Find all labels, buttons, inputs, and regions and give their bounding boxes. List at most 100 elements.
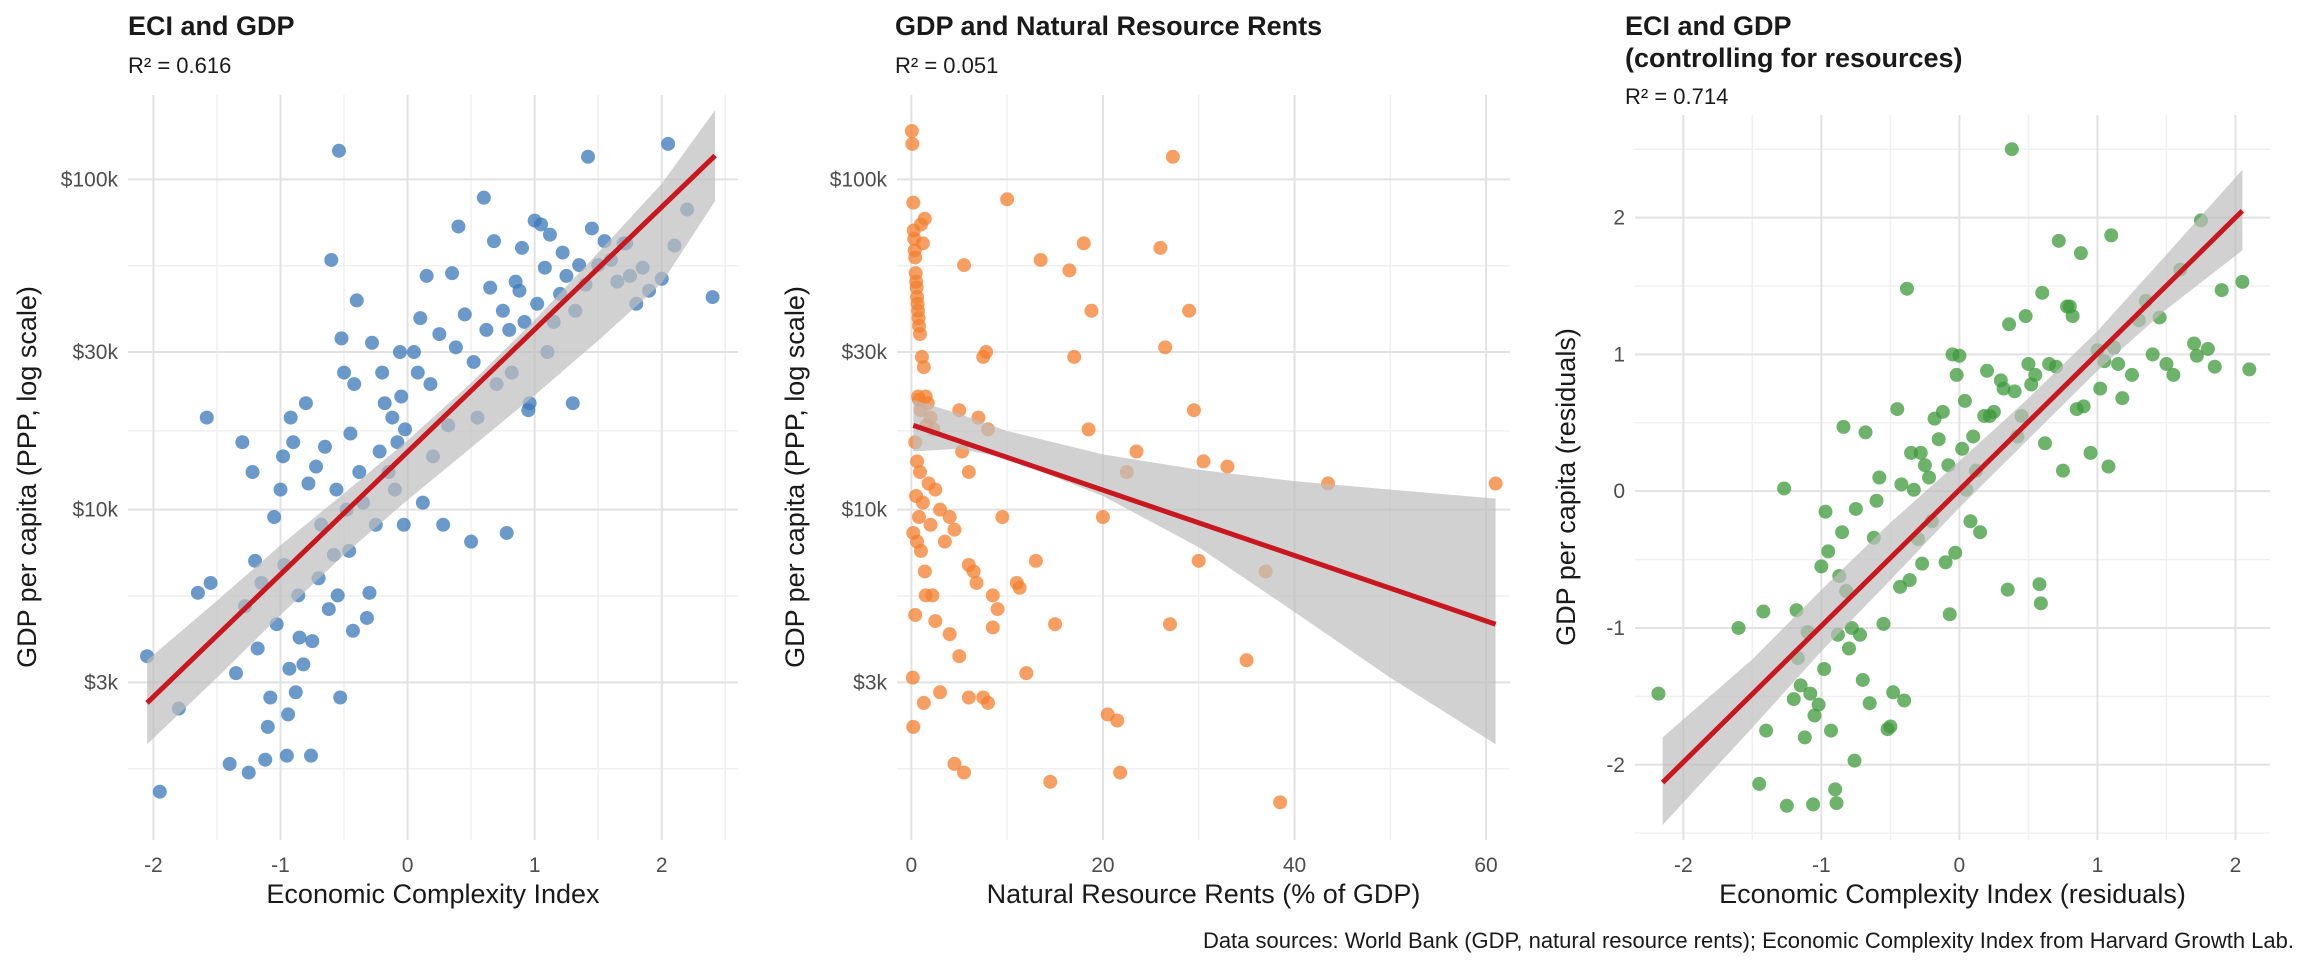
data-point: [979, 345, 994, 360]
data-point: [2214, 283, 2229, 298]
data-point: [203, 575, 218, 590]
data-point: [928, 482, 943, 497]
data-point: [957, 258, 972, 273]
data-point: [1012, 580, 1027, 595]
data-point: [1973, 525, 1988, 540]
data-point: [281, 707, 296, 722]
data-point: [705, 290, 720, 305]
chart-title: GDP and Natural Resource Rents: [895, 11, 1323, 41]
data-point: [1273, 795, 1288, 810]
data-point: [905, 136, 920, 151]
data-point: [333, 690, 348, 705]
data-point: [2007, 384, 2022, 399]
data-point: [419, 268, 434, 283]
x-tick-label: 2: [656, 854, 668, 877]
data-point: [584, 221, 599, 236]
data-point: [542, 227, 557, 242]
y-axis-label: GDP per capita (PPP, log scale): [12, 286, 42, 668]
data-point: [933, 685, 948, 700]
data-point: [957, 765, 972, 780]
data-point: [1113, 765, 1128, 780]
data-point: [1067, 349, 1082, 364]
data-point: [917, 564, 932, 579]
data-point: [457, 307, 472, 322]
data-point: [2000, 582, 2015, 597]
data-point: [1239, 653, 1254, 668]
data-point: [1062, 263, 1077, 278]
chart-subtitle: R² = 0.714: [1625, 84, 1729, 109]
data-point: [222, 756, 237, 771]
data-point: [1869, 493, 1884, 508]
data-point: [565, 396, 580, 411]
data-point: [1935, 404, 1950, 419]
data-point: [1821, 544, 1836, 559]
data-point: [1841, 641, 1856, 656]
data-point: [1814, 559, 1829, 574]
data-point: [1095, 510, 1110, 525]
data-point: [937, 534, 952, 549]
data-point: [961, 557, 976, 572]
data-point: [905, 670, 920, 685]
data-point: [1829, 796, 1844, 811]
data-point: [2207, 359, 2222, 374]
data-point: [451, 219, 466, 234]
data-point: [413, 311, 428, 326]
data-point: [1153, 240, 1168, 255]
data-point: [487, 234, 501, 249]
x-tick-label: 1: [2092, 854, 2104, 877]
data-point: [990, 602, 1005, 617]
data-point: [1084, 303, 1099, 318]
chart-panel-eci-gdp: ECI and GDP R² = 0.616: [128, 0, 748, 900]
chart-subtitle: R² = 0.051: [895, 53, 999, 78]
y-tick-label: 0: [1613, 480, 1625, 503]
data-point: [581, 149, 596, 164]
data-point: [933, 502, 948, 517]
x-tick-label: 1: [529, 854, 541, 877]
data-point: [1076, 236, 1091, 251]
y-tick-label: $3k: [853, 671, 887, 694]
y-tick-label: $30k: [72, 341, 118, 364]
data-point: [2055, 463, 2070, 478]
y-tick-label: $10k: [841, 499, 887, 522]
data-point: [913, 543, 928, 558]
y-tick-label: -2: [1606, 754, 1625, 777]
x-tick-label: 0: [906, 854, 918, 877]
data-point: [337, 365, 352, 380]
data-point: [1948, 545, 1963, 560]
data-point: [229, 666, 244, 681]
data-point: [915, 236, 930, 251]
data-point: [292, 630, 307, 645]
data-point: [2033, 596, 2048, 611]
data-point: [190, 585, 205, 600]
data-point: [396, 517, 411, 532]
x-tick-label: 20: [1091, 854, 1114, 877]
data-point: [1883, 719, 1898, 734]
data-point: [263, 690, 278, 705]
data-point: [365, 335, 379, 350]
x-tick-label: -2: [144, 854, 163, 877]
data-point: [1807, 708, 1822, 723]
y-tick-label: 2: [1613, 207, 1625, 230]
data-point: [1963, 514, 1978, 529]
data-point: [1786, 692, 1801, 707]
data-point: [432, 327, 447, 342]
data-point: [385, 410, 400, 425]
data-point: [1048, 617, 1063, 632]
x-axis-label: Economic Complexity Index (residuals): [1719, 879, 2186, 909]
x-axis-label: Economic Complexity Index: [266, 879, 600, 909]
data-point: [301, 476, 316, 491]
data-point: [423, 377, 438, 392]
data-point: [1853, 627, 1868, 642]
data-point: [288, 685, 303, 700]
data-point: [2242, 362, 2257, 377]
data-point: [448, 340, 463, 355]
y-axis-label: GDP per capita (PPP, log scale): [780, 286, 810, 668]
data-point: [286, 435, 301, 450]
data-point: [283, 410, 298, 425]
data-point: [961, 690, 976, 705]
data-point: [1811, 697, 1826, 712]
data-point: [235, 435, 250, 450]
chart-1: -2 -1 0 1 2 $3k $10k $30k $100k Economic Complexi…: [12, 95, 738, 909]
data-point: [375, 365, 390, 380]
data-point: [1081, 422, 1096, 437]
